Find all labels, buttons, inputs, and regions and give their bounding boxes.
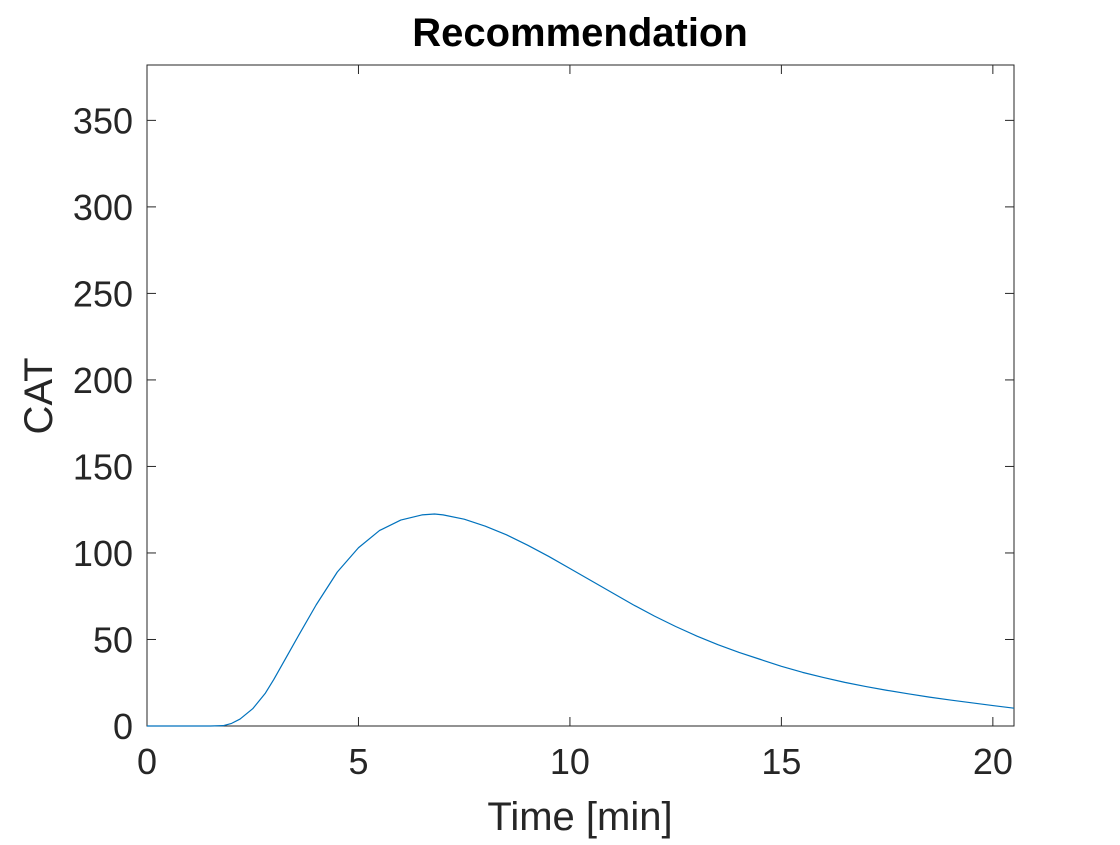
x-tick-label: 10 (550, 741, 590, 782)
y-tick-label: 300 (73, 187, 133, 228)
y-axis-label: CAT (17, 357, 61, 434)
x-tick-label: 0 (137, 741, 157, 782)
plot-axes (146, 64, 1015, 727)
chart-title: Recommendation (412, 11, 748, 55)
series-line-1 (147, 513, 1015, 727)
y-tick-label: 100 (73, 533, 133, 574)
x-axis-label: Time [min] (487, 795, 672, 839)
x-tick-label: 15 (761, 741, 801, 782)
y-tick-label: 350 (73, 100, 133, 141)
data-series (147, 513, 1015, 727)
plot-box (146, 64, 1015, 727)
x-tick-label: 20 (973, 741, 1013, 782)
x-tick-label: 5 (348, 741, 368, 782)
y-tick-label: 50 (93, 619, 133, 660)
y-tick-label: 250 (73, 273, 133, 314)
y-tick-label: 0 (113, 706, 133, 747)
y-tick-label: 150 (73, 446, 133, 487)
y-tick-label: 200 (73, 360, 133, 401)
